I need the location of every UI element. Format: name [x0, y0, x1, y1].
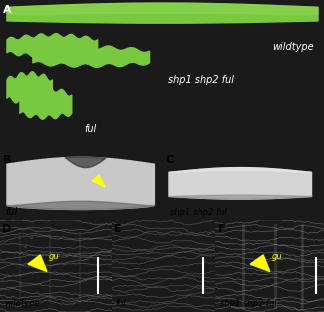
Text: ful: ful [85, 124, 97, 134]
Text: B: B [3, 155, 12, 165]
Text: shp1 shp2 ful: shp1 shp2 ful [170, 207, 227, 217]
Text: wildtype: wildtype [273, 42, 314, 52]
Text: gu: gu [272, 252, 283, 261]
Text: ful: ful [116, 299, 127, 308]
Text: E: E [114, 224, 122, 234]
Text: D: D [2, 224, 11, 234]
Polygon shape [92, 175, 105, 187]
Text: C: C [165, 155, 173, 165]
Text: A: A [3, 5, 12, 15]
Polygon shape [28, 255, 47, 271]
Text: gu: gu [49, 252, 60, 261]
Polygon shape [250, 255, 270, 271]
Text: F: F [218, 224, 225, 234]
Text: shp1 shp2 ful: shp1 shp2 ful [220, 299, 276, 308]
Text: shp1 shp2 ful: shp1 shp2 ful [168, 75, 234, 85]
Text: ful: ful [5, 207, 17, 217]
Text: wildtype: wildtype [5, 299, 40, 308]
